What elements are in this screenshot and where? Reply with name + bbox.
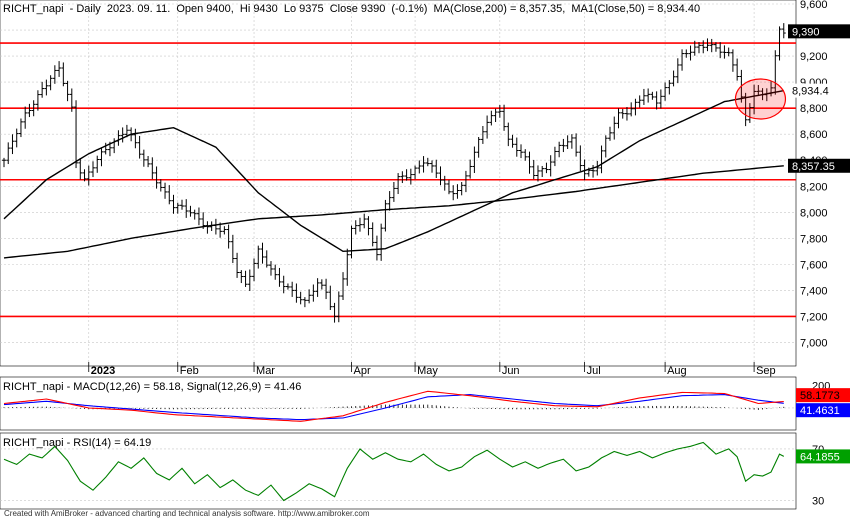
period-value: Daily [76, 3, 101, 15]
change-value: (-0.1%) [391, 3, 427, 15]
date-tick-label: 2023 [91, 365, 115, 377]
date-axis: 2023 Feb Mar Apr May Jun Jul Aug Sep [88, 362, 776, 377]
rsi-layer: 703064.1855 [0, 441, 850, 508]
date-tick-label: Jul [587, 365, 601, 377]
price-tick-label: 7,000 [800, 337, 828, 349]
date-tick-label: Feb [180, 365, 199, 377]
price-tick-label: 8,000 [800, 207, 828, 219]
ma200-last-label-box [788, 158, 850, 173]
macd-pane [0, 376, 797, 431]
date-tick-label: Mar [256, 365, 275, 377]
ma50-value: MA1(Close,50) = 8,934.40 [571, 3, 700, 15]
ma200-last-label: 8,357.35 [792, 161, 835, 173]
rsi-last-label-box [796, 449, 850, 464]
rsi-tick-label: 30 [812, 496, 824, 508]
footer-credit: Created with AmiBroker - advanced charti… [4, 509, 370, 518]
rsi-last-label: 64.1855 [800, 451, 840, 463]
last-close-label-box [788, 24, 850, 39]
price-tick-label: 9,600 [800, 0, 828, 11]
price-tick-label: 7,400 [800, 285, 828, 297]
symbol-label: RICHT_napi [3, 3, 64, 15]
signal-line [3, 394, 784, 421]
ma50-last-label-box [788, 83, 850, 98]
price-tick-label: 8,600 [800, 129, 828, 141]
period-label: - [70, 3, 77, 15]
macd-line [3, 390, 784, 422]
signal-last-label-box [796, 403, 850, 418]
date-tick-label: May [417, 365, 438, 377]
rsi-line [3, 441, 785, 502]
price-axis: 7,0007,2007,4007,6007,8008,0008,2008,400… [788, 0, 850, 349]
price-tick-label: 7,200 [800, 311, 828, 323]
date-tick-label: Aug [667, 365, 687, 377]
signal-last-label: 41.4631 [800, 405, 840, 417]
price-tick-label: 8,800 [800, 103, 828, 115]
date-tick-label: Sep [756, 365, 776, 377]
open-value: Open 9400 [176, 3, 230, 15]
moving-average-lines [3, 78, 787, 259]
macd-last-label: 58.1773 [800, 390, 840, 402]
price-tick-label: 7,800 [800, 233, 828, 245]
price-tick-label: 9,200 [800, 51, 828, 63]
ma200-line [3, 165, 784, 259]
high-value: Hi 9430 [240, 3, 278, 15]
price-tick-label: 7,600 [800, 259, 828, 271]
date-tick-label: Apr [354, 365, 371, 377]
ma200-value: MA(Close,200) = 8,357.35, [434, 3, 566, 15]
price-bars [2, 23, 786, 323]
macd-title: RICHT_napi - MACD(12,26) = 58.18, Signal… [3, 381, 301, 393]
rsi-title: RICHT_napi - RSI(14) = 64.19 [3, 437, 151, 449]
price-tick-label: 8,200 [800, 181, 828, 193]
last-close-label: 9,390 [792, 26, 820, 38]
rsi-pane [0, 432, 797, 510]
date-value: 2023. 09. 11. [107, 3, 170, 15]
price-header: RICHT_napi - Daily 2023. 09. 11. Open 94… [3, 3, 700, 15]
ma50-line [3, 89, 784, 253]
highlight-ellipse [734, 78, 787, 120]
low-value: Lo 9375 [284, 3, 324, 15]
close-value: Close 9390 [330, 3, 386, 15]
macd-last-label-box [796, 388, 850, 403]
ma50-last-label: 8,934.4 [792, 86, 829, 98]
date-tick-label: Jun [502, 365, 520, 377]
